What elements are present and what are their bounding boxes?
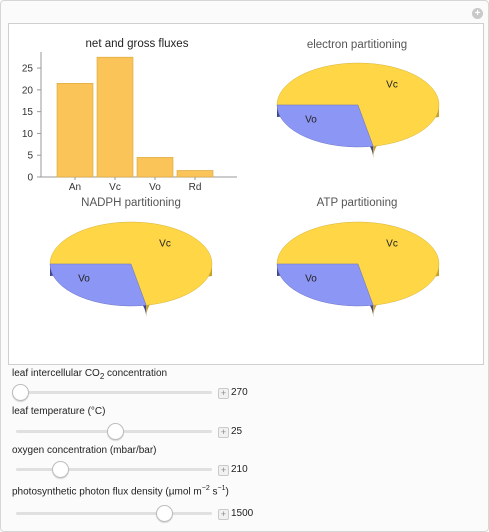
pie-slice-vo [49, 263, 147, 307]
bar-vo [136, 157, 174, 178]
pie-slice-vo [276, 263, 374, 307]
temperature-slider-thumb[interactable] [106, 423, 124, 440]
pie-label-vo: Vo [305, 274, 317, 285]
pie-label-vo: Vo [78, 274, 90, 285]
oxygen-slider-track[interactable] [16, 468, 212, 471]
co2-slider-track[interactable] [16, 391, 212, 394]
y-tick-label: 25 [22, 64, 34, 75]
bar-rd [176, 170, 214, 178]
photon-flux-slider-track[interactable] [16, 512, 212, 515]
photon-flux-label: photosynthetic photon flux density (µmol… [12, 485, 229, 498]
x-tick-label-an: An [69, 182, 81, 193]
atp-pie-chart: ATP partitioning Vc Vo [276, 197, 440, 318]
pie-slice-vc [49, 221, 213, 306]
y-tick-label: 20 [22, 85, 34, 96]
pie-slice-vc [276, 221, 440, 306]
x-tick-label-vo: Vo [149, 182, 161, 193]
nadph-pie-title: NADPH partitioning [81, 197, 181, 209]
co2-slider-thumb[interactable] [12, 384, 30, 401]
y-tick-label: 0 [27, 173, 33, 184]
electron-pie-chart: electron partitioning Vc Vo [276, 39, 440, 159]
pie-slice-vc [276, 62, 440, 147]
y-tick-label: 10 [22, 129, 34, 140]
x-tick-label-rd: Rd [189, 182, 202, 193]
expand-plus-icon[interactable]: + [472, 8, 483, 19]
bar-an [56, 83, 94, 178]
temperature-value: 25 [231, 426, 243, 437]
co2-value: 270 [231, 387, 248, 398]
temperature-label: leaf temperature (°C) [12, 406, 106, 417]
oxygen-label: oxygen concentration (mbar/bar) [12, 445, 157, 456]
y-tick-label: 5 [27, 151, 33, 162]
pie-label-vc: Vc [159, 238, 171, 249]
temperature-expand-icon[interactable]: + [218, 427, 229, 438]
photon-flux-slider-thumb[interactable] [155, 505, 173, 522]
pie-label-vc: Vc [386, 79, 398, 90]
bar-vc [96, 56, 134, 178]
pie-slice-vo [276, 104, 374, 148]
bar-chart: net and gross fluxes 0 5 10 15 20 25 An Vc Vo Rd [22, 38, 237, 193]
atp-pie-title: ATP partitioning [317, 197, 398, 209]
pie-label-vo: Vo [305, 115, 317, 126]
bar-chart-title: net and gross fluxes [86, 38, 189, 50]
co2-concentration-label: leaf intercellular CO2 concentration [12, 368, 168, 381]
pie-label-vc: Vc [386, 238, 398, 249]
y-tick-label: 15 [22, 107, 34, 118]
electron-pie-title: electron partitioning [307, 39, 407, 51]
charts-canvas: net and gross fluxes 0 5 10 15 20 25 An Vc Vo Rd… [22, 38, 440, 318]
photon-flux-value: 1500 [231, 508, 254, 519]
nadph-pie-chart: NADPH partitioning Vc Vo [49, 197, 213, 318]
output-panel: net and gross fluxes 0 5 10 15 20 25 An Vc Vo Rd… [8, 23, 484, 365]
oxygen-value: 210 [231, 464, 248, 475]
oxygen-expand-icon[interactable]: + [218, 465, 229, 476]
x-tick-label-vc: Vc [109, 182, 121, 193]
co2-expand-icon[interactable]: + [218, 388, 229, 399]
oxygen-slider-thumb[interactable] [51, 461, 69, 478]
photon-flux-expand-icon[interactable]: + [218, 509, 229, 520]
